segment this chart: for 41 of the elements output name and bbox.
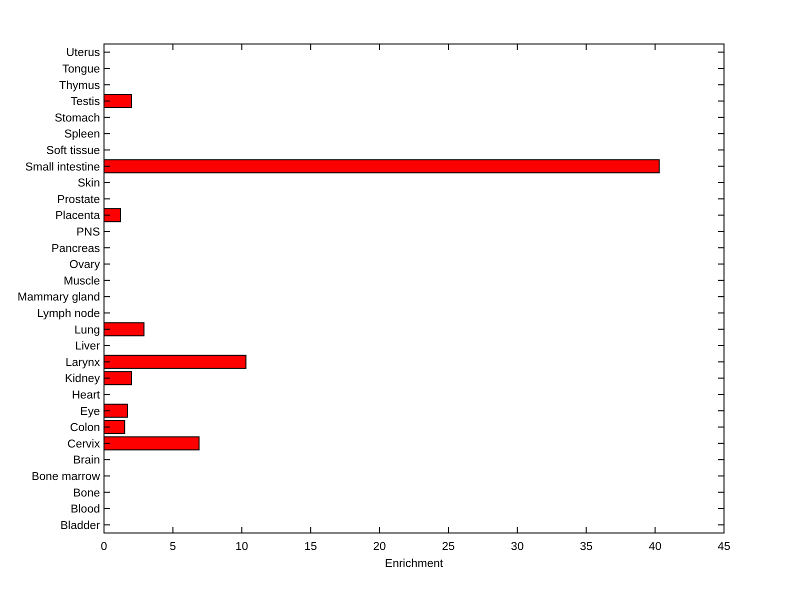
x-axis-title: Enrichment [384, 558, 444, 570]
x-tick-label: 25 [442, 541, 455, 553]
y-tick-label: Ovary [69, 259, 100, 272]
y-tick-label: Bladder [60, 520, 100, 532]
y-tick-label: PNS [76, 226, 100, 238]
y-tick-label: Placenta [55, 210, 101, 222]
y-tick-label: Kidney [64, 373, 100, 386]
x-tick-label: 5 [170, 541, 176, 553]
y-tick-label: Soft tissue [46, 144, 100, 157]
y-tick-label: Prostate [57, 194, 100, 206]
y-tick-label: Uterus [66, 47, 100, 60]
y-tick-label: Mammary gland [18, 292, 100, 304]
y-tick-label: Thymus [59, 80, 100, 92]
y-tick-label: Bone marrow [32, 470, 101, 483]
y-tick-label: Tongue [62, 63, 100, 76]
y-tick-label: Brain [73, 454, 100, 467]
y-tick-label: Blood [70, 504, 100, 516]
y-tick-label: Heart [72, 389, 101, 402]
y-tick-label: Muscle [64, 275, 100, 288]
x-tick-label: 30 [510, 541, 524, 553]
y-tick-label: Skin [78, 178, 100, 190]
y-tick-label: Liver [75, 340, 100, 353]
y-tick-label: Small intestine [25, 161, 100, 174]
x-tick-label: 35 [580, 541, 593, 553]
x-tick-label: 15 [304, 541, 318, 553]
y-tick-label: Eye [80, 406, 100, 418]
y-tick-label: Spleen [64, 128, 100, 141]
y-tick-label: Pancreas [51, 242, 100, 255]
y-tick-label: Testis [70, 96, 100, 108]
x-tick-label: 45 [718, 541, 730, 553]
x-tick-label: 0 [100, 541, 108, 553]
y-tick-label: Lymph node [37, 308, 100, 320]
y-tick-label: Stomach [54, 112, 100, 124]
y-tick-label: Colon [70, 422, 100, 434]
x-tick-label: 40 [648, 541, 662, 553]
y-tick-label: Bone [73, 487, 100, 500]
y-tick-label: Larynx [65, 356, 100, 369]
y-tick-label: Lung [74, 324, 100, 336]
y-tick-label: Cervix [67, 438, 100, 450]
x-tick-label: 10 [235, 541, 248, 553]
x-tick-label: 20 [373, 541, 386, 553]
